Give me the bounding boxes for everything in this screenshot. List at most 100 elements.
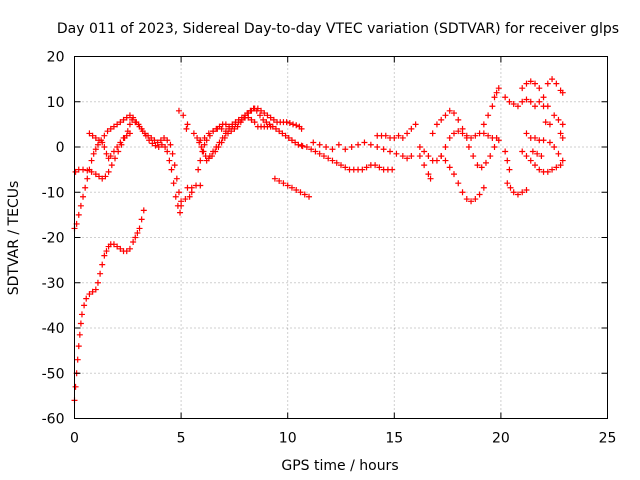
data-point	[442, 112, 449, 119]
data-point	[203, 157, 210, 164]
data-point	[555, 116, 562, 123]
data-point	[376, 164, 383, 171]
data-point	[178, 198, 185, 205]
data-point	[184, 121, 191, 128]
data-point	[485, 112, 492, 119]
data-point	[101, 132, 108, 139]
data-point	[506, 166, 513, 173]
data-point	[276, 177, 283, 184]
data-point	[216, 139, 223, 146]
data-point	[455, 128, 462, 135]
data-point	[295, 141, 302, 148]
data-point	[504, 180, 511, 187]
data-point	[429, 130, 436, 137]
data-point	[433, 121, 440, 128]
data-point	[299, 143, 306, 150]
data-series-arc-12	[310, 139, 415, 162]
data-point	[306, 193, 313, 200]
data-point	[359, 166, 366, 173]
data-point	[540, 137, 547, 144]
data-point	[104, 128, 111, 135]
data-point	[188, 189, 195, 196]
data-point	[83, 295, 90, 302]
data-point	[285, 134, 292, 141]
data-point	[120, 116, 127, 123]
axis-ticks: 0 5 10 15 20 25 -60 -50 -40 -30 -20 -10 0 10 20	[42, 50, 617, 447]
data-point	[293, 186, 300, 193]
x-tick-label: 15	[385, 431, 403, 447]
data-point	[112, 155, 119, 162]
data-point	[459, 189, 466, 196]
data-point	[536, 98, 543, 105]
data-point	[510, 189, 517, 196]
data-point	[297, 189, 304, 196]
data-point	[117, 119, 124, 126]
data-point	[527, 98, 534, 105]
data-point	[468, 198, 475, 205]
data-point	[94, 141, 101, 148]
data-point	[82, 184, 89, 191]
data-point	[472, 196, 479, 203]
data-point	[175, 107, 182, 114]
data-point	[408, 153, 415, 160]
data-point	[551, 144, 558, 150]
data-point	[101, 144, 108, 150]
data-point	[264, 112, 271, 119]
data-point	[130, 239, 137, 246]
data-point	[382, 132, 389, 139]
data-point	[427, 175, 434, 182]
data-point	[408, 125, 415, 132]
data-point	[399, 153, 406, 160]
data-point	[94, 279, 101, 286]
data-point	[108, 162, 115, 169]
data-point	[404, 130, 411, 137]
chart-title: Day 011 of 2023, Sidereal Day-to-day VTE…	[57, 21, 619, 37]
data-point	[391, 134, 398, 141]
data-point	[557, 162, 564, 169]
data-point	[103, 248, 110, 255]
data-point	[222, 128, 229, 135]
data-point	[170, 180, 177, 187]
data-point	[519, 85, 526, 92]
data-point	[367, 141, 374, 148]
data-point	[90, 150, 97, 157]
data-point	[329, 157, 336, 164]
data-series-arc-13	[374, 121, 419, 141]
data-point	[529, 148, 536, 155]
data-point	[355, 141, 362, 148]
data-point	[107, 153, 114, 160]
data-point	[536, 166, 543, 173]
data-point	[482, 159, 489, 166]
data-series-arc-25	[529, 112, 566, 160]
data-point	[164, 137, 171, 144]
data-point	[361, 139, 368, 146]
data-point	[476, 191, 483, 198]
data-point	[258, 107, 265, 114]
data-point	[425, 153, 432, 160]
data-point	[80, 193, 87, 200]
data-point	[395, 132, 402, 139]
data-point	[480, 121, 487, 128]
data-series-arc-18	[480, 85, 502, 128]
data-point	[316, 150, 323, 157]
data-point	[180, 112, 187, 119]
data-point	[519, 148, 526, 155]
y-axis-label: SDTVAR / TECUs	[6, 181, 22, 296]
data-point	[77, 320, 84, 327]
data-point	[99, 139, 106, 146]
x-tick-label: 25	[599, 431, 617, 447]
x-tick-label: 10	[279, 431, 297, 447]
data-point	[129, 116, 136, 123]
y-tick-label: -30	[42, 276, 65, 292]
data-point	[256, 112, 263, 119]
x-tick-label: 5	[177, 431, 186, 447]
data-point	[84, 167, 91, 174]
data-point	[374, 144, 381, 150]
data-point	[544, 80, 551, 87]
data-point	[502, 148, 509, 155]
data-point	[433, 157, 440, 164]
data-point	[372, 162, 379, 169]
data-point	[450, 171, 457, 178]
data-point	[206, 153, 213, 160]
data-point	[389, 166, 396, 173]
